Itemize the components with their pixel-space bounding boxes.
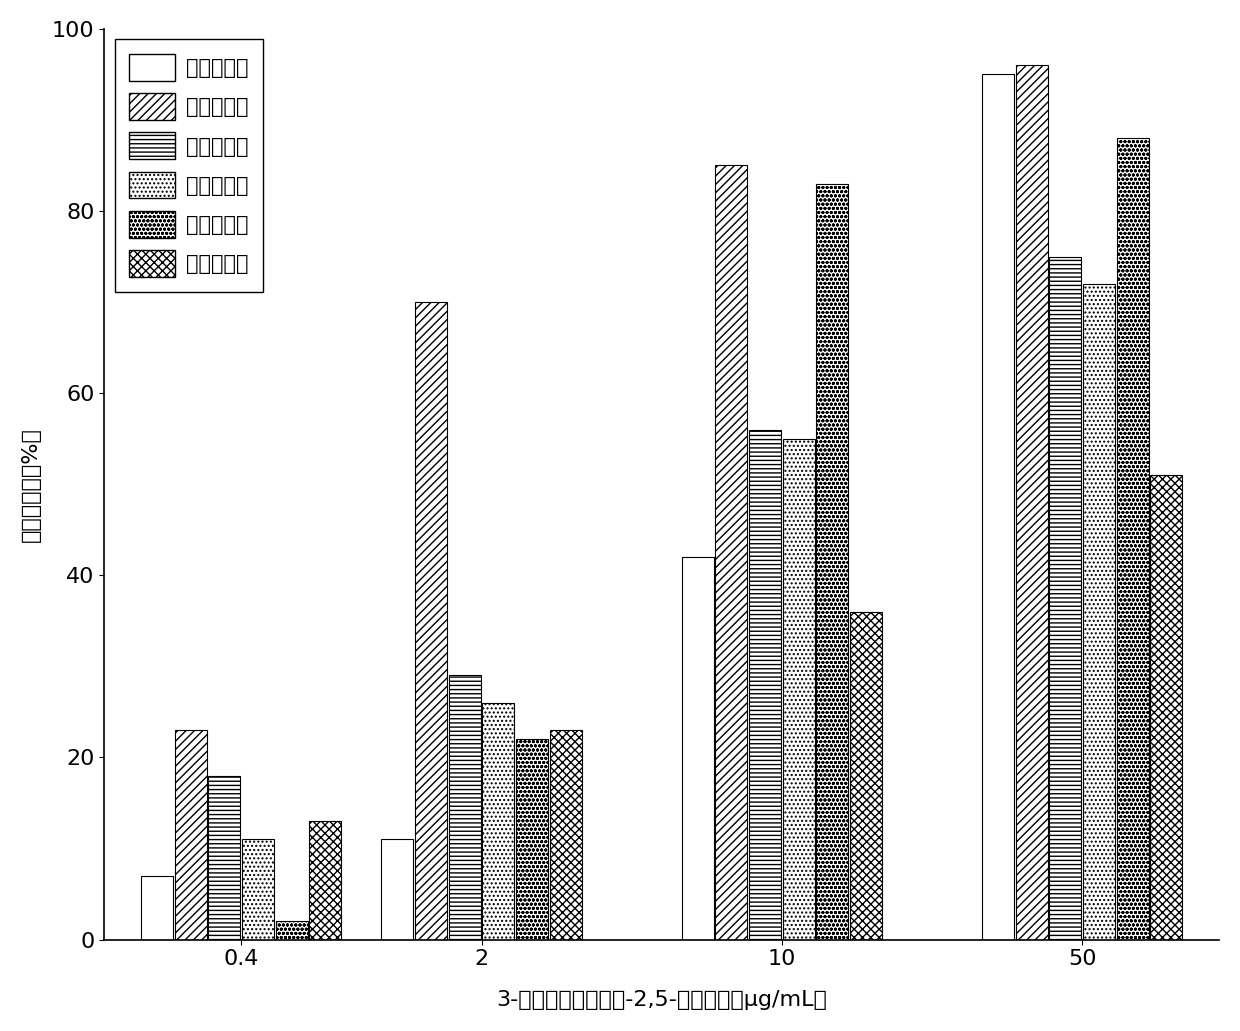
Bar [715, 165, 748, 939]
Bar [1016, 65, 1048, 939]
Bar [1151, 475, 1182, 939]
Bar [782, 438, 815, 939]
Bar [275, 922, 308, 939]
Bar [449, 675, 481, 939]
Bar [816, 184, 848, 939]
Bar [415, 302, 448, 939]
Bar [516, 739, 548, 939]
Bar [749, 430, 781, 939]
Bar [382, 839, 413, 939]
Bar [1083, 284, 1115, 939]
Legend: 强壮前沟藻, 赤潮异弯藻, 米氏凯伦藻, 球形棕囊藻, 东海原甲藻, 中肋骨条藻: 强壮前沟藻, 赤潮异弯藻, 米氏凯伦藻, 球形棕囊藻, 东海原甲藻, 中肋骨条藻 [115, 39, 263, 292]
Bar [175, 730, 207, 939]
Bar [309, 822, 341, 939]
Bar [982, 74, 1014, 939]
Bar [682, 557, 714, 939]
Bar [242, 839, 274, 939]
Y-axis label: 生长抑制率（%）: 生长抑制率（%） [21, 427, 41, 541]
Bar [849, 611, 882, 939]
X-axis label: 3-羟甲基吡咯并哌嗪-2,5-二酮浓度（μg/mL）: 3-羟甲基吡咯并哌嗪-2,5-二酮浓度（μg/mL） [496, 990, 827, 1010]
Bar [1117, 138, 1148, 939]
Bar [141, 876, 174, 939]
Bar [1049, 257, 1081, 939]
Bar [549, 730, 582, 939]
Bar [208, 775, 241, 939]
Bar [482, 703, 515, 939]
